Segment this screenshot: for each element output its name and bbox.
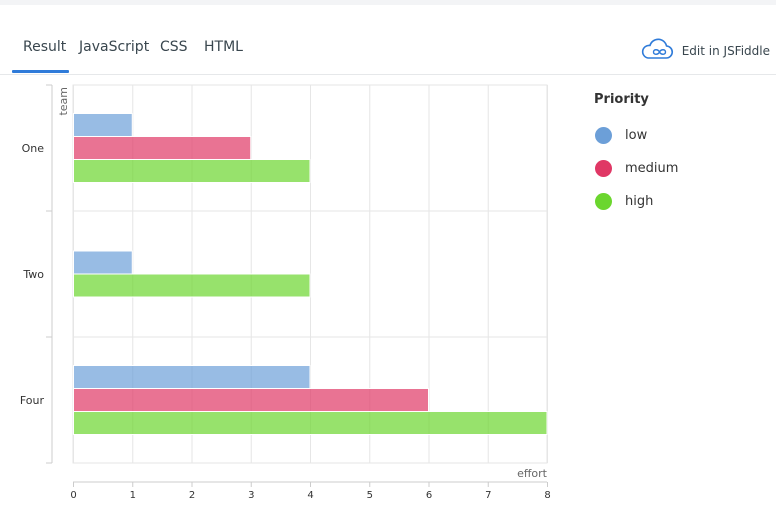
legend-swatch-medium bbox=[595, 160, 612, 177]
legend-label-medium: medium bbox=[625, 161, 679, 176]
x-tick-label-5: 5 bbox=[367, 490, 373, 501]
bar-four-low bbox=[73, 365, 311, 389]
legend-swatch-low bbox=[595, 127, 612, 144]
category-label-one: One bbox=[22, 142, 45, 155]
x-tick-label-1: 1 bbox=[130, 490, 136, 501]
cloud-icon bbox=[640, 37, 674, 65]
x-tick-label-6: 6 bbox=[426, 490, 432, 501]
tab-bar: Result JavaScript CSS HTML bbox=[0, 30, 776, 75]
x-tick-label-3: 3 bbox=[248, 490, 254, 501]
edit-in-jsfiddle-label: Edit in JSFiddle bbox=[681, 44, 770, 58]
tab-html[interactable]: HTML bbox=[204, 39, 243, 55]
legend-swatch-high bbox=[595, 193, 612, 210]
bar-one-low bbox=[73, 113, 133, 137]
legend-item-medium[interactable]: medium bbox=[594, 152, 764, 185]
bar-one-high bbox=[73, 159, 311, 183]
x-axis-title: effort bbox=[517, 467, 548, 480]
bar-two-high bbox=[73, 273, 311, 298]
bar-four-high bbox=[73, 411, 548, 435]
bar-one-medium bbox=[73, 136, 252, 160]
x-tick-label-2: 2 bbox=[189, 490, 195, 501]
bar-two-low bbox=[73, 250, 133, 275]
category-label-two: Two bbox=[22, 268, 44, 281]
active-tab-indicator bbox=[12, 70, 69, 73]
tab-javascript[interactable]: JavaScript bbox=[79, 39, 150, 55]
category-label-four: Four bbox=[20, 394, 45, 407]
x-tick-label-8: 8 bbox=[544, 490, 550, 501]
legend-item-low[interactable]: low bbox=[594, 119, 764, 152]
legend-title: Priority bbox=[594, 92, 649, 107]
x-tick-label-7: 7 bbox=[485, 490, 491, 501]
bar-four-medium bbox=[73, 388, 429, 412]
x-tick-label-0: 0 bbox=[70, 490, 76, 501]
legend-item-high[interactable]: high bbox=[594, 185, 764, 218]
edit-in-jsfiddle-button[interactable]: Edit in JSFiddle bbox=[640, 36, 770, 66]
x-tick-label-4: 4 bbox=[307, 490, 313, 501]
legend-label-low: low bbox=[625, 128, 648, 143]
tab-result[interactable]: Result bbox=[23, 39, 67, 55]
bar-chart: team One Two Four 0 1 2 3 4 5 6 7 8 effort bbox=[20, 84, 551, 501]
y-axis-title: team bbox=[57, 87, 70, 116]
top-strip bbox=[0, 0, 776, 5]
tab-css[interactable]: CSS bbox=[160, 39, 188, 55]
legend: Priority low medium high bbox=[594, 92, 764, 218]
legend-label-high: high bbox=[625, 194, 654, 209]
